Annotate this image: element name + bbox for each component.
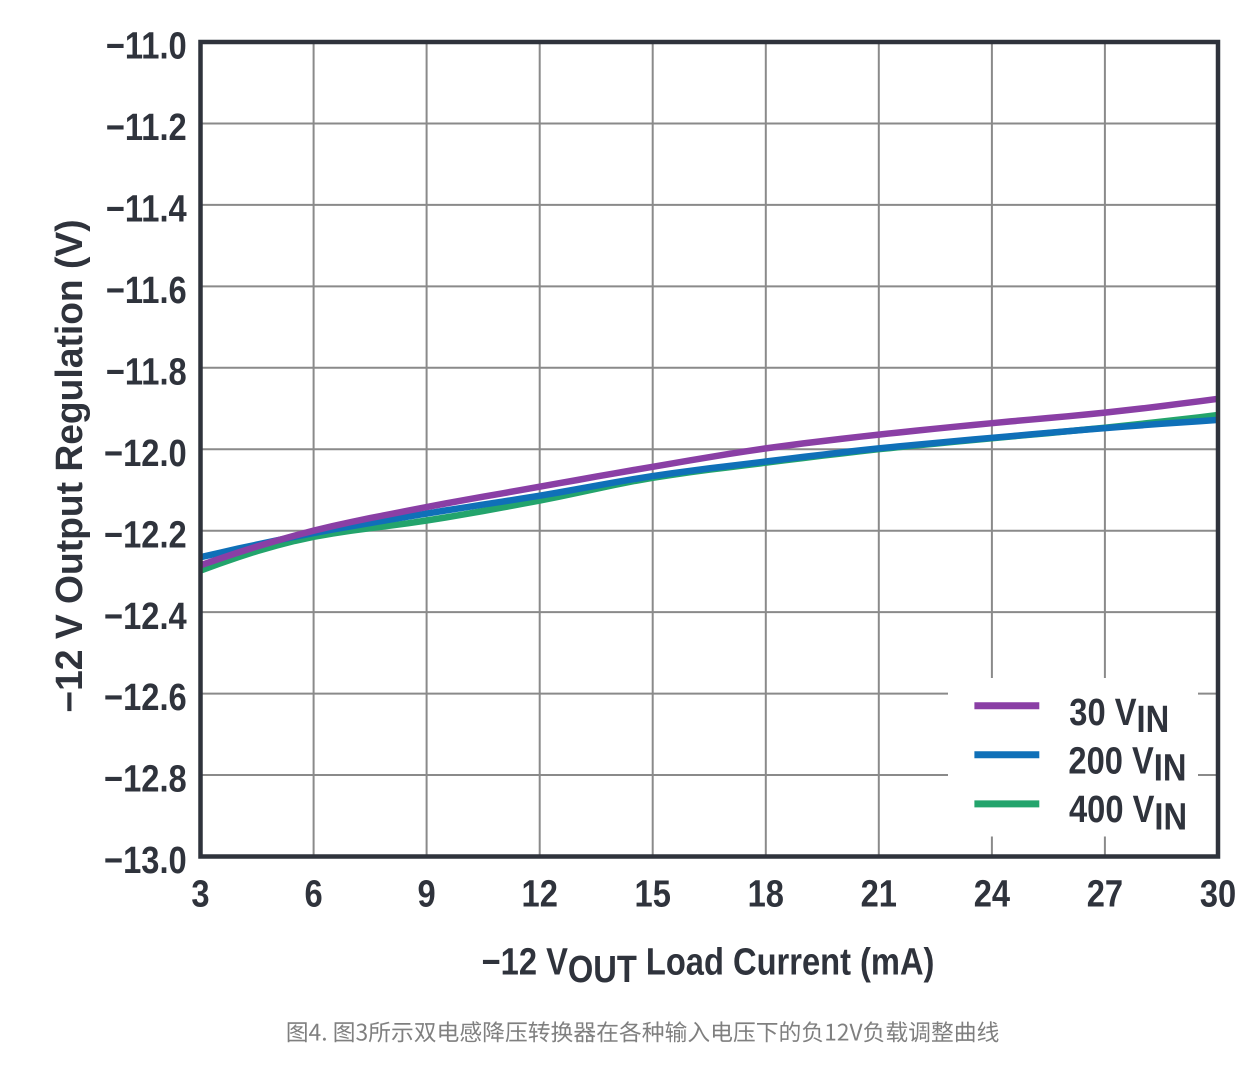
svg-text:200 VIN: 200 VIN (1068, 739, 1186, 789)
svg-text:−12.8: −12.8 (104, 757, 187, 800)
svg-text:400 VIN: 400 VIN (1069, 788, 1187, 838)
svg-text:−12 VOUT Load Current (mA): −12 VOUT Load Current (mA) (482, 940, 935, 990)
svg-text:15: 15 (635, 872, 671, 915)
svg-text:12: 12 (522, 872, 558, 915)
svg-text:−11.4: −11.4 (106, 187, 187, 230)
svg-text:−12.6: −12.6 (104, 676, 187, 719)
svg-text:−13.0: −13.0 (104, 839, 187, 882)
svg-text:30: 30 (1200, 872, 1236, 915)
svg-text:18: 18 (748, 872, 784, 915)
svg-text:−11.2: −11.2 (106, 106, 187, 149)
svg-text:21: 21 (861, 872, 897, 915)
svg-text:27: 27 (1087, 872, 1123, 915)
svg-text:−12.4: −12.4 (104, 594, 187, 637)
svg-text:−11.6: −11.6 (106, 269, 187, 312)
svg-text:3: 3 (191, 872, 209, 915)
svg-text:30 VIN: 30 VIN (1069, 690, 1169, 740)
svg-text:9: 9 (418, 872, 436, 915)
svg-text:6: 6 (305, 872, 323, 915)
svg-text:24: 24 (974, 872, 1011, 915)
svg-text:−12 V Output Regulation (V): −12 V Output Regulation (V) (48, 219, 90, 712)
svg-text:−12.2: −12.2 (104, 513, 187, 556)
svg-text:−11.8: −11.8 (106, 350, 187, 393)
svg-text:−11.0: −11.0 (106, 24, 187, 67)
svg-text:−12.0: −12.0 (104, 432, 187, 475)
